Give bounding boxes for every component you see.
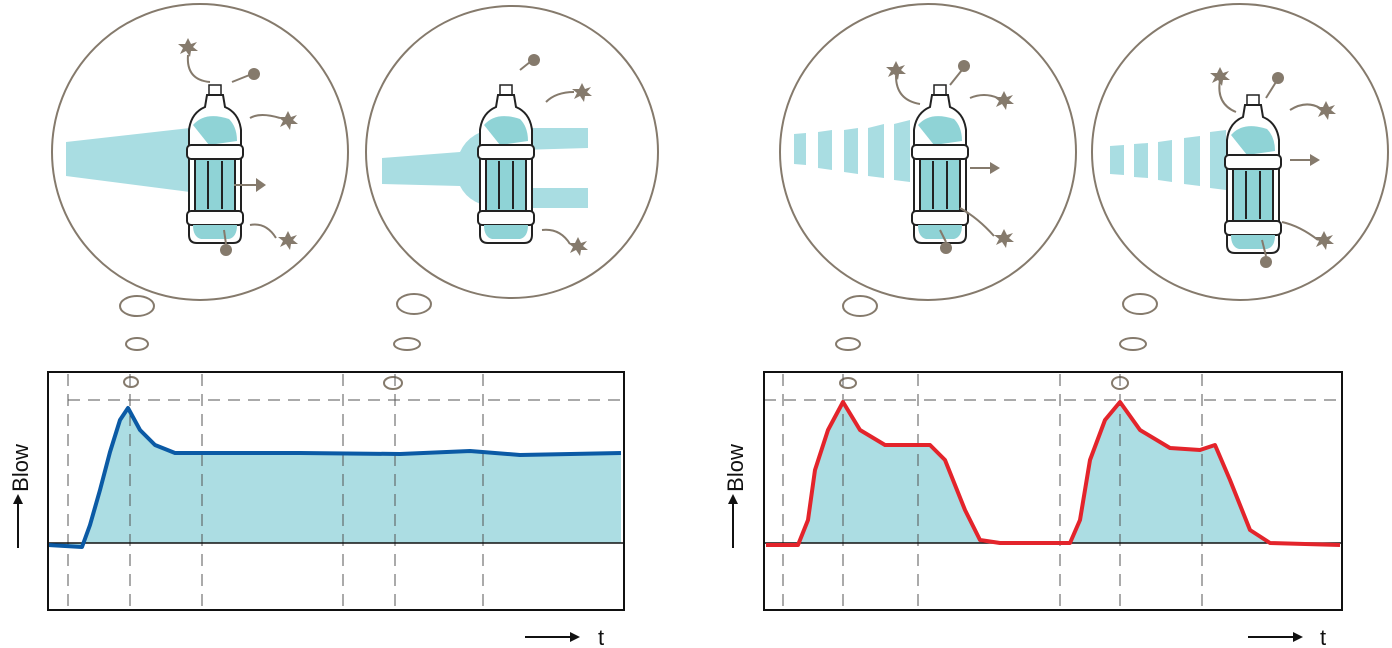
y-axis-label: Blow xyxy=(8,444,33,492)
x-axis-label: t xyxy=(1320,625,1326,648)
particles xyxy=(186,54,1321,257)
chart-right: Blow t xyxy=(723,371,1343,648)
particle-marks xyxy=(178,38,1336,268)
chart-left: Blow t xyxy=(8,371,625,648)
thought-bubbles xyxy=(51,3,1389,390)
x-axis-label: t xyxy=(598,625,604,648)
y-axis-label: Blow xyxy=(723,444,748,492)
